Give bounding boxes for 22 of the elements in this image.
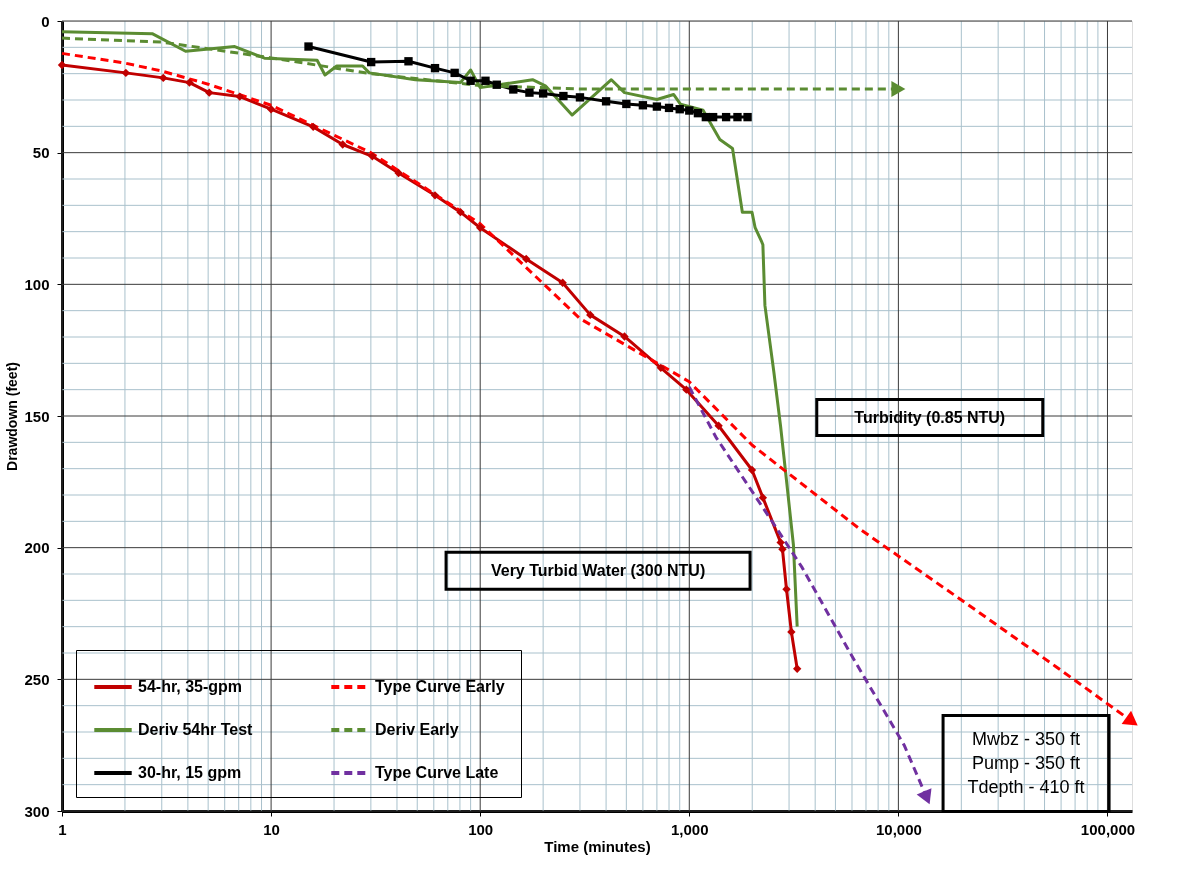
y-tick-label: 50 bbox=[32, 144, 50, 162]
legend-label: 30-hr, 15 gpm bbox=[138, 764, 242, 781]
legend-label: Type Curve Early bbox=[375, 678, 505, 695]
y-axis-title: Drawdown (feet) bbox=[4, 362, 21, 471]
y-tick-label: 150 bbox=[24, 407, 50, 425]
x-tick-label: 100 bbox=[468, 820, 494, 838]
y-tick-label: 300 bbox=[24, 802, 50, 820]
x-tick-label: 1,000 bbox=[671, 820, 709, 838]
legend-label: Type Curve Late bbox=[375, 764, 499, 781]
y-tick-label: 100 bbox=[24, 275, 50, 293]
x-tick-label: 1 bbox=[58, 820, 67, 838]
y-tick-label: 0 bbox=[41, 12, 50, 30]
y-tick-label: 200 bbox=[24, 539, 50, 557]
legend-label: 54-hr, 35-gpm bbox=[138, 678, 243, 695]
legend-label: Deriv Early bbox=[375, 721, 459, 738]
x-tick-label: 10 bbox=[263, 820, 280, 838]
x-tick-label: 100,000 bbox=[1080, 820, 1136, 838]
legend-label: Deriv 54hr Test bbox=[138, 721, 254, 738]
annotation: Mwbz - 350 ft Pump - 350 ft Tdepth - 410 ft bbox=[967, 728, 1085, 797]
x-axis-title: Time (minutes) bbox=[544, 837, 651, 855]
y-tick-label: 250 bbox=[24, 670, 50, 688]
x-tick-label: 10,000 bbox=[875, 820, 922, 838]
